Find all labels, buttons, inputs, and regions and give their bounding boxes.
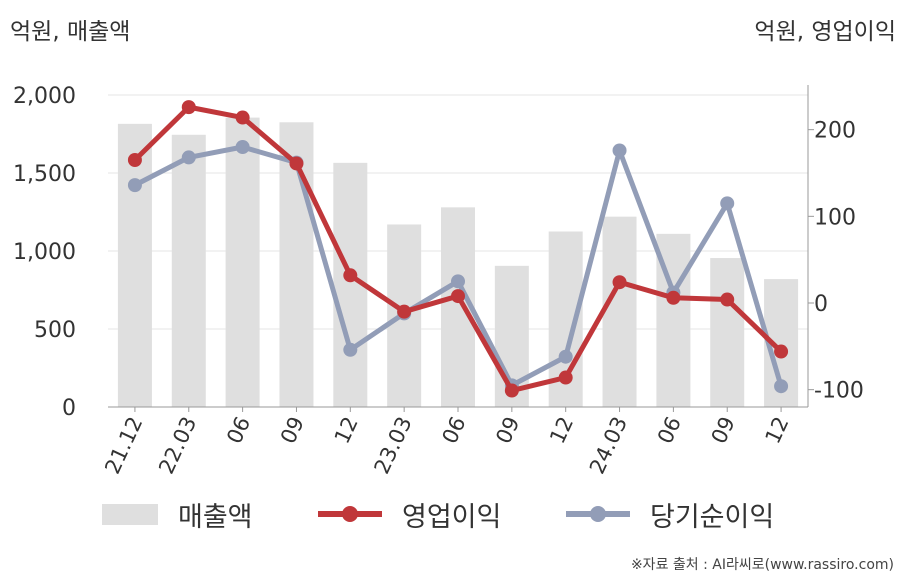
right-tick-label: -100: [814, 379, 864, 404]
operating-profit-point: [289, 156, 304, 171]
legend-item-operating-profit: 영업이익: [318, 494, 501, 534]
x-tick-label: 23.03: [370, 413, 417, 478]
sales-bars: [117, 117, 799, 408]
legend-swatch-sales: [102, 503, 158, 525]
net-income-point: [720, 196, 735, 211]
legend-item-sales: 매출액: [102, 494, 253, 534]
legend-swatch-net-income: [566, 502, 630, 526]
x-tick-label: 09: [276, 413, 309, 447]
right-axis-unit: 억원, 영업이익: [754, 19, 896, 45]
net-income-point: [774, 379, 789, 394]
left-tick-label: 1,500: [13, 162, 76, 187]
right-tick-label: 100: [814, 205, 856, 230]
x-tick-label: 09: [707, 413, 740, 447]
x-tick-label: 24.03: [585, 413, 632, 478]
x-tick-label: 06: [222, 413, 255, 447]
operating-profit-point: [558, 370, 573, 385]
sales-bar: [117, 123, 152, 408]
left-tick-label: 500: [34, 318, 76, 343]
left-tick-label: 0: [62, 396, 76, 421]
sales-bar: [710, 258, 745, 407]
operating-profit-point: [720, 292, 735, 307]
x-tick-label: 09: [491, 413, 524, 447]
x-tick-label: 12: [330, 413, 363, 447]
operating-profit-point: [451, 289, 465, 304]
operating-profit-point: [397, 304, 412, 319]
x-tick-label: 12: [761, 413, 794, 447]
sales-bar: [602, 216, 637, 407]
x-tick-label: 21.12: [100, 413, 147, 478]
operating-profit-point: [235, 110, 250, 125]
net-income-point: [612, 143, 627, 158]
legend-label-operating-profit: 영업이익: [402, 501, 502, 533]
operating-profit-point: [181, 100, 196, 115]
operating-profit-point: [127, 153, 142, 167]
x-tick-label: 22.03: [154, 413, 201, 478]
net-income-point: [343, 342, 358, 357]
profit-lines: [127, 100, 789, 398]
right-tick-label: 0: [814, 292, 828, 317]
operating-profit-point: [612, 275, 627, 290]
net-income-point: [127, 178, 142, 193]
left-tick-label: 2,000: [13, 84, 76, 109]
sales-bar: [171, 134, 206, 407]
operating-profit-point: [504, 383, 519, 398]
sales-bar: [225, 117, 260, 408]
operating-profit-point: [666, 290, 681, 305]
left-axis-unit: 억원, 매출액: [10, 19, 131, 45]
legend-label-sales: 매출액: [178, 501, 253, 533]
legend-label-net-income: 당기순이익: [650, 501, 775, 533]
combo-chart: 0 500 1,000 1,500 2,000 -100 0 100 200 21.12 22.03…: [13, 84, 864, 478]
data-source-note: ※자료 출처 : AI라씨로(www.rassiro.com): [630, 557, 894, 573]
net-income-point: [451, 274, 465, 289]
operating-profit-point: [343, 268, 358, 283]
net-income-point: [558, 349, 573, 364]
x-tick-label: 06: [437, 413, 470, 447]
left-tick-label: 1,000: [13, 240, 76, 265]
legend-item-net-income: 당기순이익: [566, 494, 774, 534]
right-tick-label: 200: [814, 119, 856, 144]
x-tick-label: 06: [653, 413, 686, 447]
net-income-point: [181, 150, 196, 165]
legend-swatch-operating-profit: [318, 502, 382, 526]
x-tick-label: 12: [545, 413, 578, 447]
net-income-point: [235, 140, 250, 154]
operating-profit-point: [774, 344, 789, 359]
